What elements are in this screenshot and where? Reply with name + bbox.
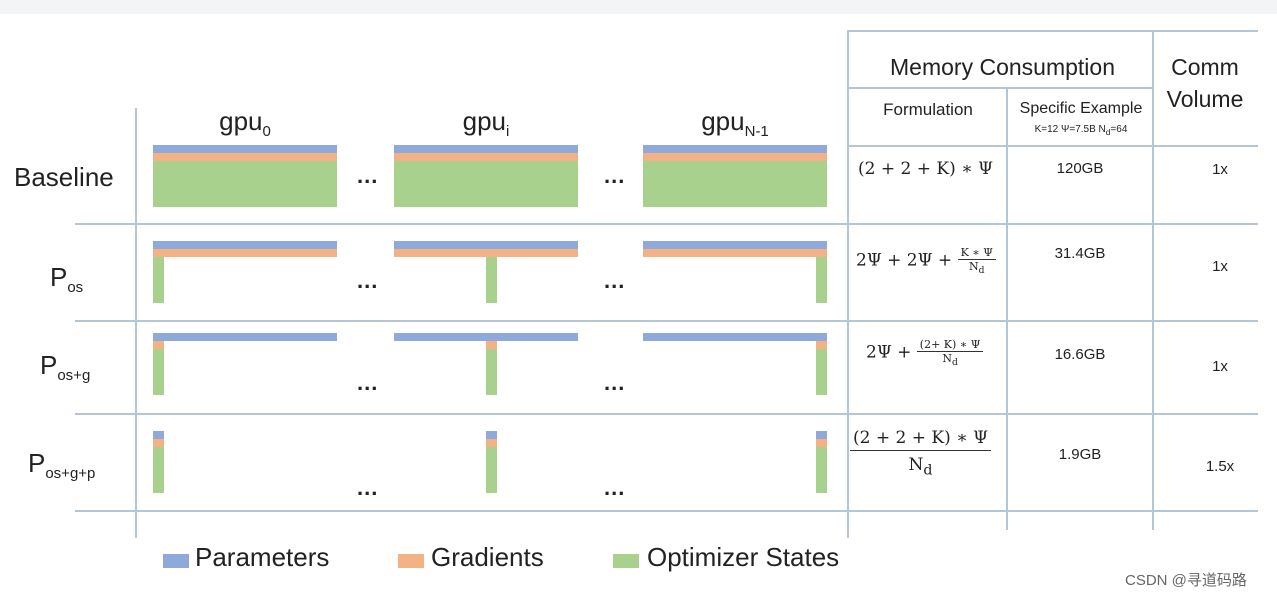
- row-label-pos-g: Pos+g: [40, 350, 91, 385]
- ellipsis: ...: [357, 475, 379, 500]
- grid-line-row-2: [75, 320, 1258, 322]
- gpu-header-0: gpu0: [219, 106, 271, 141]
- parameters-bar: [643, 333, 827, 341]
- memory-value-pos: 31.4GB: [1054, 245, 1106, 262]
- legend-label-parameters: Parameters: [195, 542, 330, 572]
- watermark: CSDN @寻道码路: [1125, 572, 1247, 589]
- formula-fraction: K ∗ Ψ Nd: [957, 246, 996, 276]
- example-params: K=12 Ψ=7.5B Nd=64: [1034, 124, 1128, 137]
- optimizer-states-bar: [153, 349, 164, 395]
- grid-line-header-split: [848, 87, 1153, 89]
- formula-pos: 2Ψ + 2Ψ + K ∗ Ψ Nd: [856, 246, 996, 276]
- optimizer-states-bar: [486, 257, 497, 303]
- optimizer-states-bar: [816, 447, 827, 493]
- comm-volume-header-line2: Volume: [1166, 86, 1244, 112]
- grid-line-row-1: [75, 223, 1258, 225]
- parameters-bar: [153, 333, 337, 341]
- grid-vline-labels: [135, 108, 137, 538]
- ellipsis: ...: [357, 370, 379, 395]
- parameters-bar: [816, 431, 827, 439]
- parameters-bar: [153, 241, 337, 249]
- grid-line-header-bottom: [848, 145, 1258, 147]
- comm-value-pos: 1x: [1212, 258, 1228, 275]
- optimizer-states-bar: [153, 257, 164, 303]
- comm-volume-header-line1: Comm: [1171, 54, 1239, 80]
- optimizer-states-bar: [816, 257, 827, 303]
- optimizer-states-bar: [816, 349, 827, 395]
- memory-value-pos-g: 16.6GB: [1054, 346, 1106, 363]
- optimizer-states-bar: [394, 161, 578, 207]
- ellipsis: ...: [604, 268, 626, 293]
- legend-swatch-optimizer-states: [613, 554, 639, 568]
- ellipsis: ...: [357, 268, 379, 293]
- gradients-bar: [153, 439, 164, 447]
- gradients-bar: [486, 341, 497, 349]
- parameters-bar: [394, 241, 578, 249]
- comm-value-pos-g-p: 1.5x: [1205, 458, 1235, 475]
- gradients-bar: [643, 153, 827, 161]
- row-label-pos-g-p: Pos+g+p: [28, 448, 96, 483]
- comm-value-baseline: 1x: [1212, 161, 1228, 178]
- ellipsis: ...: [357, 163, 379, 188]
- memory-consumption-header: Memory Consumption: [890, 54, 1115, 80]
- row-label-baseline: Baseline: [14, 162, 114, 192]
- formula-baseline: (2 + 2 + K) ∗ Ψ: [858, 159, 993, 179]
- grid-line-top: [848, 30, 1258, 32]
- gradients-bar: [153, 249, 337, 257]
- legend-swatch-parameters: [163, 554, 189, 568]
- parameters-bar: [153, 431, 164, 439]
- formula-pos-g-p: (2 + 2 + K) ∗ Ψ Nd: [850, 428, 991, 478]
- grid-line-row-4: [75, 510, 1258, 512]
- legend-swatch-gradients: [398, 554, 424, 568]
- comm-value-pos-g: 1x: [1212, 358, 1228, 375]
- gpu-header-n-1: gpuN-1: [701, 106, 769, 141]
- ellipsis: ...: [604, 475, 626, 500]
- optimizer-states-bar: [153, 447, 164, 493]
- grid-vline-formulation: [847, 30, 849, 538]
- optimizer-states-bar: [486, 349, 497, 395]
- legend-label-gradients: Gradients: [431, 542, 544, 572]
- grid-line-row-3: [75, 413, 1258, 415]
- gradients-bar: [394, 153, 578, 161]
- memory-value-pos-g-p: 1.9GB: [1058, 446, 1102, 463]
- parameters-bar: [486, 431, 497, 439]
- formula-pos-g: 2Ψ + (2+ K) ∗ Ψ Nd: [866, 338, 984, 368]
- ellipsis: ...: [604, 163, 626, 188]
- gradients-bar: [394, 249, 578, 257]
- gradients-bar: [816, 341, 827, 349]
- parameters-bar: [394, 145, 578, 153]
- memory-value-baseline: 120GB: [1056, 160, 1104, 177]
- parameters-bar: [643, 145, 827, 153]
- optimizer-states-bar: [486, 447, 497, 493]
- parameters-bar: [394, 333, 578, 341]
- optimizer-states-bar: [153, 161, 337, 207]
- legend-label-optimizer-states: Optimizer States: [647, 542, 840, 572]
- formula-fraction: (2 + 2 + K) ∗ Ψ Nd: [850, 428, 991, 478]
- optimizer-states-bar: [643, 161, 827, 207]
- formulation-header: Formulation: [883, 100, 973, 119]
- gradients-bar: [153, 341, 164, 349]
- gradients-bar: [153, 153, 337, 161]
- parameters-bar: [643, 241, 827, 249]
- ellipsis: ...: [604, 370, 626, 395]
- grid-vline-comm: [1152, 30, 1154, 530]
- gradients-bar: [486, 439, 497, 447]
- specific-example-header: Specific Example: [1019, 100, 1143, 117]
- row-label-pos: Pos: [50, 262, 84, 297]
- parameters-bar: [153, 145, 337, 153]
- grid-vline-example: [1006, 87, 1008, 530]
- formula-fraction: (2+ K) ∗ Ψ Nd: [916, 338, 984, 368]
- top-band: [0, 0, 1277, 14]
- gradients-bar: [816, 439, 827, 447]
- gpu-header-i: gpui: [462, 106, 510, 141]
- gradients-bar: [643, 249, 827, 257]
